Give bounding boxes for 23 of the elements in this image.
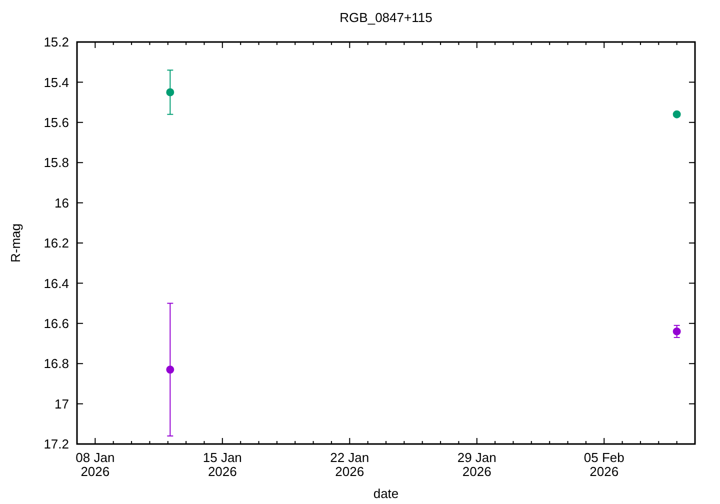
y-tick-label: 16.4 [44,276,69,291]
y-tick-label: 16 [54,195,69,210]
x-tick-label: 05 Feb 2026 [584,450,624,479]
y-tick-label: 17 [54,396,69,412]
y-tick-label: 15.8 [44,155,69,170]
x-axis-title: date [373,486,399,501]
y-tick-label: 16.8 [44,356,69,372]
point [672,110,681,118]
x-tick-label: 15 Jan 2026 [202,450,242,479]
x-tick-label: 29 Jan 2026 [457,450,496,479]
y-tick-label: 16.6 [44,316,69,331]
y-tick-label: 15.6 [44,114,69,130]
point [166,366,174,374]
x-tick-label: 22 Jan 2026 [330,450,370,479]
y-tick-label: 16.2 [44,236,69,251]
y-axis-title: R-mag [8,223,23,263]
y-tick-label: 15.4 [44,74,69,90]
y-tick-label: 15.2 [44,34,69,50]
point [672,327,681,336]
y-tick-label: 17.2 [44,436,69,452]
point [166,88,174,96]
x-tick-label: 08 Jan 2026 [76,450,115,479]
chart-title: RGB_0847+115 [340,10,432,25]
